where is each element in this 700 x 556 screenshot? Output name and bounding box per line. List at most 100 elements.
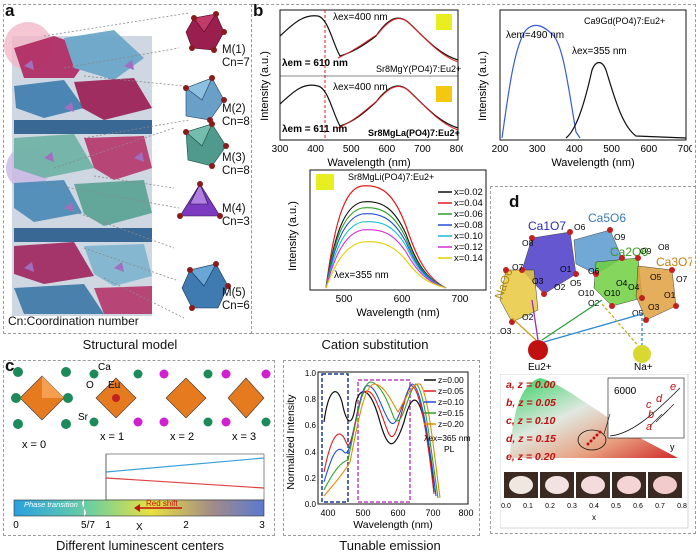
bar-tick: 5/7 (81, 520, 95, 531)
oxygen-label: O3 (500, 326, 512, 336)
b3-ylabel: Intensity (a.u.) (287, 201, 299, 271)
b3-xtick: 600 (394, 294, 411, 305)
b1-top-lex: λex=400 nm (333, 12, 388, 23)
b3-legend-entry: x=0.12 (454, 242, 483, 253)
ca5o6-label: Ca5O6 (588, 211, 626, 225)
m2-polyhedron (185, 77, 225, 121)
b1-xtick: 400 (307, 144, 324, 155)
tunable-legend-entry: z=0.05 (438, 386, 464, 396)
m4-polyhedron (179, 183, 221, 217)
tunable-ylabel: Normalized Intensity (285, 394, 297, 490)
oxygen-label: O3 (532, 276, 544, 286)
cie-xtick: 0.8 (677, 503, 687, 510)
oxygen-label: O1 (560, 264, 572, 274)
oxygen-label: O2 (554, 282, 566, 292)
atom-ca: Ca (98, 362, 111, 373)
tunable-legend: z=0.00 z=0.05 z=0.10 z=0.15 z=0.20 (424, 375, 464, 429)
coordination-note: Cn:Coordination number (8, 314, 139, 328)
ca1o7-label: Ca1O7 (528, 219, 566, 233)
oxygen-label: O4 (628, 282, 640, 292)
chart-b3: Intensity (a.u.) Sr8MgLi(PO4)7:Eu2+ λex=… (287, 169, 487, 319)
cie-xtick: 0.7 (655, 503, 665, 510)
eu-label: Eu2+ (528, 362, 552, 370)
oxygen-label: O2 (522, 312, 534, 322)
panel-a-crystal-structure (4, 11, 231, 319)
b3-legend-entry: x=0.10 (454, 231, 483, 242)
tunable-xtick: 500 (355, 508, 370, 518)
oxygen-label: O9 (640, 246, 652, 256)
bar-tick: 3 (259, 520, 265, 531)
b1-bot-lem: λem = 611 nm (282, 124, 347, 135)
cie-xtick: 0.0 (501, 503, 511, 510)
tunable-legend-entry: z=0.15 (438, 408, 464, 418)
oxygen-label: O7 (512, 262, 524, 272)
tunable-caption: Tunable emission (339, 538, 441, 553)
panel-c-caption: Different luminescent centers (55, 538, 225, 553)
b1-bot-lex: λex=400 nm (333, 82, 388, 93)
b3-xtick: 700 (452, 294, 469, 305)
cie-xtick: 0.2 (545, 503, 555, 510)
oxygen-label: O8 (522, 238, 534, 248)
m5-label: M(5) (222, 287, 246, 299)
m1-cn: Cn=7 (222, 57, 250, 69)
panel-b-frame (251, 4, 696, 334)
oxygen-label: O5 (650, 272, 662, 282)
tunable-xtick: 700 (425, 508, 440, 518)
panel-b-letter: b (253, 1, 264, 20)
cie-xlabel: x (592, 513, 596, 522)
b2-ylabel: Intensity (a.u.) (477, 51, 489, 121)
polyhedra-diagram: Ca1O7 Ca5O6 Ca2O6 Ca3O7 NaO6 O6 O8 O9 O5… (492, 211, 692, 370)
b3-legend-entry: x=0.04 (454, 198, 483, 209)
b3-legend-entry: x=0.08 (454, 220, 483, 231)
b1-xlabel: Wavelength (nm) (327, 157, 410, 169)
b1-bot-formula: Sr8MgLa(PO4)7:Eu2+ (368, 128, 460, 138)
oxygen-label: O6 (574, 222, 586, 232)
tunable-ytick: 0.8 (305, 395, 317, 404)
chart-b1: Intensity (a.u.) λex=400 nm λem = 610 nm… (259, 9, 463, 169)
oxygen-label: O7 (676, 274, 688, 284)
x-label-0: x = 0 (22, 439, 46, 451)
atom-o: O (86, 380, 94, 391)
b3-formula: Sr8MgLi(PO4)7:Eu2+ (348, 172, 434, 182)
b1-xtick: 600 (378, 144, 395, 155)
b1-xtick: 700 (414, 144, 431, 155)
tunable-ytick: 0.0 (305, 500, 317, 509)
cie-xtick: 0.1 (523, 503, 533, 510)
m2-label: M(2) (222, 103, 246, 115)
x-label-1: x = 1 (100, 431, 124, 443)
tunable-ytick: 0.2 (305, 474, 317, 483)
cie-inset-letter: e (670, 381, 676, 393)
cie-inset-letter: c (646, 399, 652, 411)
cie-entry: d, z = 0.15 (506, 433, 556, 445)
m3-cn: Cn=8 (222, 165, 250, 177)
x-label-3: x = 3 (232, 431, 256, 443)
m2-cn: Cn=8 (222, 116, 250, 128)
bar-tick: 1 (105, 520, 111, 531)
oxygen-label: O3 (648, 302, 660, 312)
tunable-ytick: 0.6 (305, 421, 317, 430)
phase-text: Phase transition (24, 500, 78, 509)
m4-cn: Cn=3 (222, 216, 250, 228)
atom-sr: Sr (78, 412, 89, 423)
cie-xtick: 0.4 (589, 503, 599, 510)
b2-xtick: 600 (640, 144, 657, 155)
b3-legend: x=0.02 x=0.04 x=0.06 x=0.08 x=0.10 x=0.1… (438, 187, 483, 264)
b2-lem: λem=490 nm (506, 30, 564, 41)
tunable-xlabel: Wavelength (nm) (353, 519, 433, 531)
cie-xtick: 0.5 (611, 503, 621, 510)
chart-b2: Intensity (a.u.) λem=490 nm Ca9Gd(PO4)7:… (477, 9, 692, 169)
tunable-legend-entry: z=0.10 (438, 397, 464, 407)
tunable-ytick: 0.4 (305, 448, 317, 457)
oxygen-label: O1 (664, 290, 676, 300)
b1-xtick: 800 (450, 144, 463, 155)
na-label: Na+ (634, 362, 653, 370)
luminescent-centers-diagram: Ca O Eu Sr x = 0 x = 1 x = 2 x = 3 Phase… (11, 362, 271, 532)
b2-xtick: 700 (678, 144, 692, 155)
oxygen-label: O10 (604, 288, 620, 298)
b2-formula: Ca9Gd(PO4)7:Eu2+ (584, 16, 665, 26)
tunable-xtick: 400 (320, 508, 335, 518)
cie-entry: b, z = 0.05 (506, 397, 556, 409)
cie-ylabel: y (670, 442, 675, 452)
oxygen-label: O8 (658, 242, 670, 252)
b3-xtick: 500 (336, 294, 353, 305)
